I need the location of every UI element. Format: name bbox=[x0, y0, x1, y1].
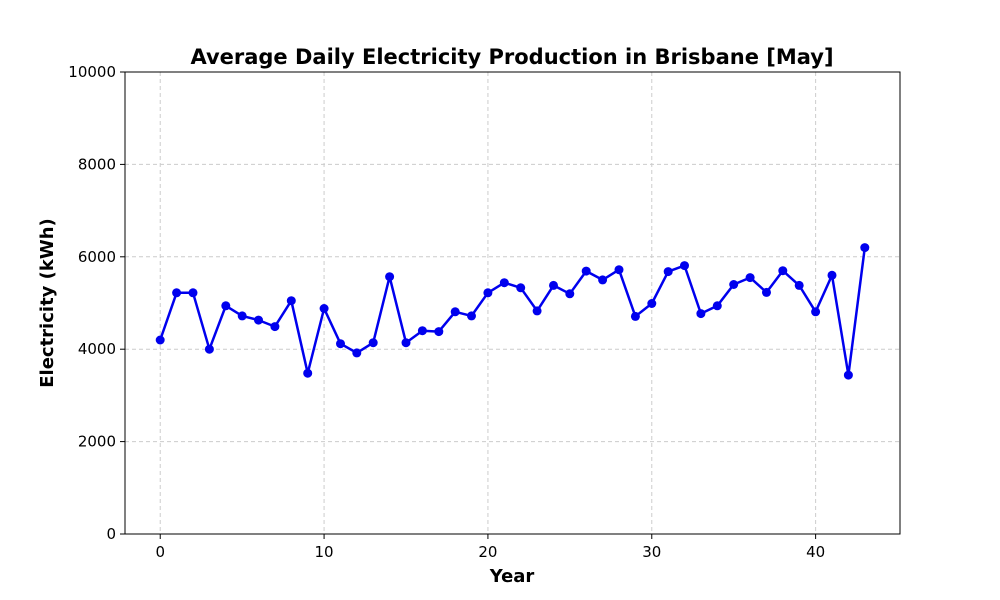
y-tick-label: 8000 bbox=[78, 155, 116, 173]
y-axis-label: Electricity (kWh) bbox=[37, 218, 58, 388]
data-point bbox=[696, 309, 706, 319]
plot-frame bbox=[124, 71, 901, 535]
data-point bbox=[499, 278, 509, 288]
data-point bbox=[598, 275, 608, 285]
data-point bbox=[581, 266, 591, 276]
data-point bbox=[843, 370, 853, 380]
data-point bbox=[565, 289, 575, 299]
y-tick-label: 10000 bbox=[68, 63, 116, 81]
data-point bbox=[860, 243, 870, 253]
data-point bbox=[237, 311, 247, 321]
data-point bbox=[172, 288, 182, 298]
data-point bbox=[762, 287, 771, 297]
chart-title: Average Daily Electricity Production in … bbox=[190, 45, 833, 69]
data-point bbox=[827, 270, 837, 280]
data-point bbox=[811, 307, 821, 317]
data-point bbox=[745, 273, 755, 283]
y-tick-label: 4000 bbox=[78, 340, 116, 358]
series-layer bbox=[155, 243, 870, 380]
data-point bbox=[155, 335, 165, 345]
data-point bbox=[385, 272, 395, 282]
data-point bbox=[630, 311, 640, 321]
data-point bbox=[532, 306, 542, 316]
data-point bbox=[368, 338, 378, 348]
data-point bbox=[254, 315, 263, 325]
data-point bbox=[352, 348, 362, 358]
series-line bbox=[159, 247, 867, 377]
data-point bbox=[712, 301, 722, 311]
data-point bbox=[188, 288, 198, 298]
data-point bbox=[450, 307, 460, 317]
y-tick-label: 0 bbox=[106, 525, 116, 543]
x-tick-label: 30 bbox=[642, 543, 661, 561]
data-point bbox=[286, 296, 296, 306]
data-point bbox=[794, 280, 804, 290]
data-point bbox=[647, 299, 657, 308]
data-point bbox=[417, 326, 427, 336]
data-point bbox=[467, 311, 476, 321]
x-tick-label: 0 bbox=[155, 543, 165, 561]
x-tick-label: 40 bbox=[806, 543, 825, 561]
data-point bbox=[303, 368, 313, 378]
x-tick-label: 20 bbox=[478, 543, 497, 561]
y-tick-label: 6000 bbox=[78, 248, 116, 266]
y-tick-label: 2000 bbox=[78, 433, 116, 451]
x-tick-label: 10 bbox=[315, 543, 334, 561]
data-point bbox=[549, 280, 558, 290]
data-point bbox=[483, 288, 493, 298]
data-point bbox=[434, 327, 444, 337]
data-point bbox=[336, 339, 345, 349]
data-point bbox=[663, 267, 673, 277]
grid bbox=[125, 71, 900, 535]
data-point bbox=[614, 265, 624, 275]
data-point bbox=[680, 261, 689, 271]
data-point bbox=[516, 283, 526, 293]
x-axis-label: Year bbox=[489, 566, 535, 587]
axis-ticks: 0 10 20 30 40 0 2000 4000 6000 8000 10000 bbox=[68, 63, 825, 561]
data-point bbox=[729, 280, 739, 289]
data-point bbox=[204, 344, 214, 354]
data-point bbox=[270, 322, 280, 332]
data-point bbox=[401, 338, 411, 348]
data-point bbox=[778, 266, 788, 276]
data-point bbox=[221, 301, 231, 311]
data-point bbox=[319, 304, 329, 313]
